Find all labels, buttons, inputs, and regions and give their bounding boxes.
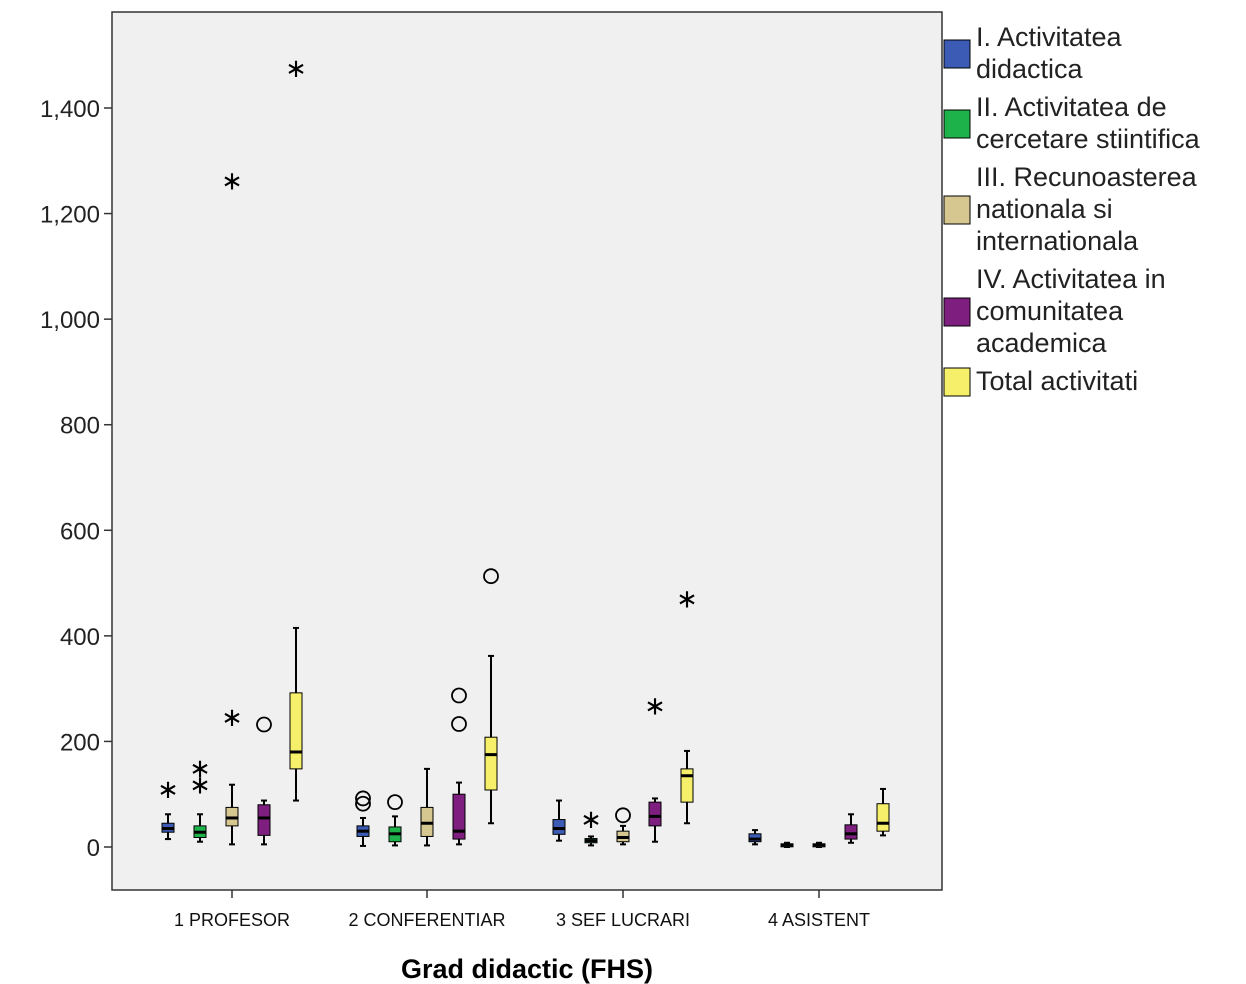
outlier-point: [483, 568, 499, 585]
outlier-point: [451, 687, 467, 704]
y-tick-label: 800: [60, 413, 100, 440]
legend-label-line: II. Activitatea de: [976, 92, 1167, 122]
series-group: ∗: [256, 687, 858, 846]
x-category-label: 2 CONFERENTIAR: [348, 910, 505, 930]
extreme-point: ∗: [221, 703, 243, 733]
legend-swatch: [943, 109, 971, 139]
box: [680, 768, 694, 803]
legend-label-line: didactica: [976, 54, 1084, 84]
extreme-point: ∗: [189, 754, 211, 784]
x-category-label: 1 PROFESOR: [174, 910, 290, 930]
box: [289, 692, 303, 770]
series-group: ∗: [157, 775, 762, 847]
outlier-point: [451, 716, 467, 732]
legend-label-line: Total activitati: [976, 366, 1138, 396]
legend-label-line: III. Recunoasterea: [976, 162, 1198, 192]
legend-label-line: I. Activitatea: [976, 22, 1123, 52]
y-tick-label: 0: [87, 835, 100, 862]
legend-label-line: academica: [976, 328, 1108, 358]
series-group: ∗∗: [285, 54, 890, 837]
y-tick-label: 200: [60, 729, 100, 756]
x-category-label: 4 ASISTENT: [768, 910, 870, 930]
legend-label-line: comunitatea: [976, 296, 1124, 326]
y-axis: 0 200 400 600 800 1,000 1,200 1,400: [40, 96, 112, 862]
legend-swatch: [943, 195, 971, 225]
legend-label-line: IV. Activitatea in: [976, 264, 1166, 294]
outlier-point: [355, 790, 371, 807]
y-tick-label: 1,000: [40, 307, 100, 334]
extreme-point: ∗: [221, 166, 243, 196]
extreme-point: ∗: [676, 584, 698, 614]
outlier-point: [387, 794, 403, 811]
legend-label-line: cercetare stiintifica: [976, 124, 1201, 154]
box: [452, 793, 466, 840]
legend-item: Total activitati: [943, 366, 1138, 397]
extreme-point: ∗: [644, 691, 666, 721]
x-category-label: 3 SEF LUCRARI: [556, 910, 690, 930]
extreme-point: ∗: [189, 771, 211, 801]
box: [552, 819, 566, 835]
y-tick-label: 600: [60, 518, 100, 545]
legend-label-line: internationala: [976, 226, 1139, 256]
extreme-point: ∗: [580, 805, 602, 835]
legend-swatch: [943, 297, 971, 327]
box: [484, 736, 498, 791]
series-group: ∗∗∗: [189, 754, 794, 848]
y-tick-label: 1,200: [40, 202, 100, 229]
extreme-point: ∗: [157, 775, 179, 805]
x-axis: 1 PROFESOR 2 CONFERENTIAR 3 SEF LUCRARI 4 A…: [174, 890, 870, 930]
plot-area: [111, 11, 943, 891]
outlier-point: [256, 716, 272, 733]
box: [257, 804, 271, 836]
legend-label-line: nationala si: [976, 194, 1113, 224]
y-tick-label: 400: [60, 624, 100, 651]
legend-swatch: [943, 367, 971, 397]
legend-swatch: [943, 39, 971, 69]
y-tick-label: 1,400: [40, 96, 100, 123]
box: [876, 803, 890, 832]
series-group: ∗∗: [221, 166, 826, 848]
outlier-point: [355, 795, 371, 812]
outlier-point: [615, 807, 631, 824]
box: [648, 801, 662, 827]
box: [844, 824, 858, 840]
box-series-group: ∗ ∗∗∗∗∗∗∗∗: [157, 54, 890, 848]
x-axis-title: Grad didactic (FHS): [401, 954, 653, 984]
extreme-point: ∗: [285, 54, 307, 84]
